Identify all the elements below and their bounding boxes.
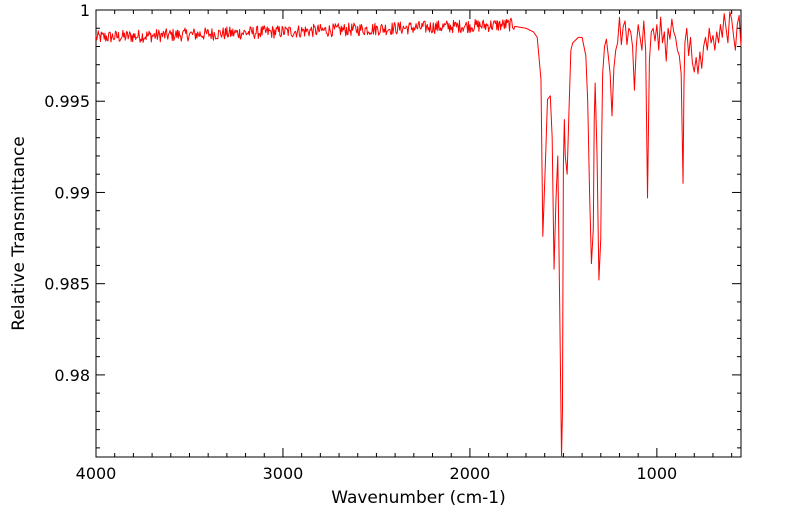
y-tick-label: 0.98	[54, 366, 90, 385]
plot-area	[95, 9, 742, 458]
series-line-spectrum	[95, 11, 742, 458]
x-axis: 4000 3000 2000 1000	[76, 10, 733, 483]
x-tick-label: 1000	[637, 464, 678, 483]
y-axis: 0.98 0.985 0.99 0.995 1	[44, 1, 741, 449]
x-tick-label: 2000	[450, 464, 491, 483]
y-tick-label: 0.985	[44, 275, 90, 294]
plot-frame	[95, 9, 742, 458]
x-tick-label: 3000	[263, 464, 304, 483]
y-axis-title: Relative Transmittance	[9, 136, 29, 331]
x-tick-label: 4000	[76, 464, 117, 483]
x-axis-title: Wavenumber (cm-1)	[331, 488, 506, 508]
y-tick-label: 0.995	[44, 92, 90, 111]
y-tick-label: 0.99	[54, 183, 90, 202]
y-tick-label: 1	[80, 1, 90, 20]
